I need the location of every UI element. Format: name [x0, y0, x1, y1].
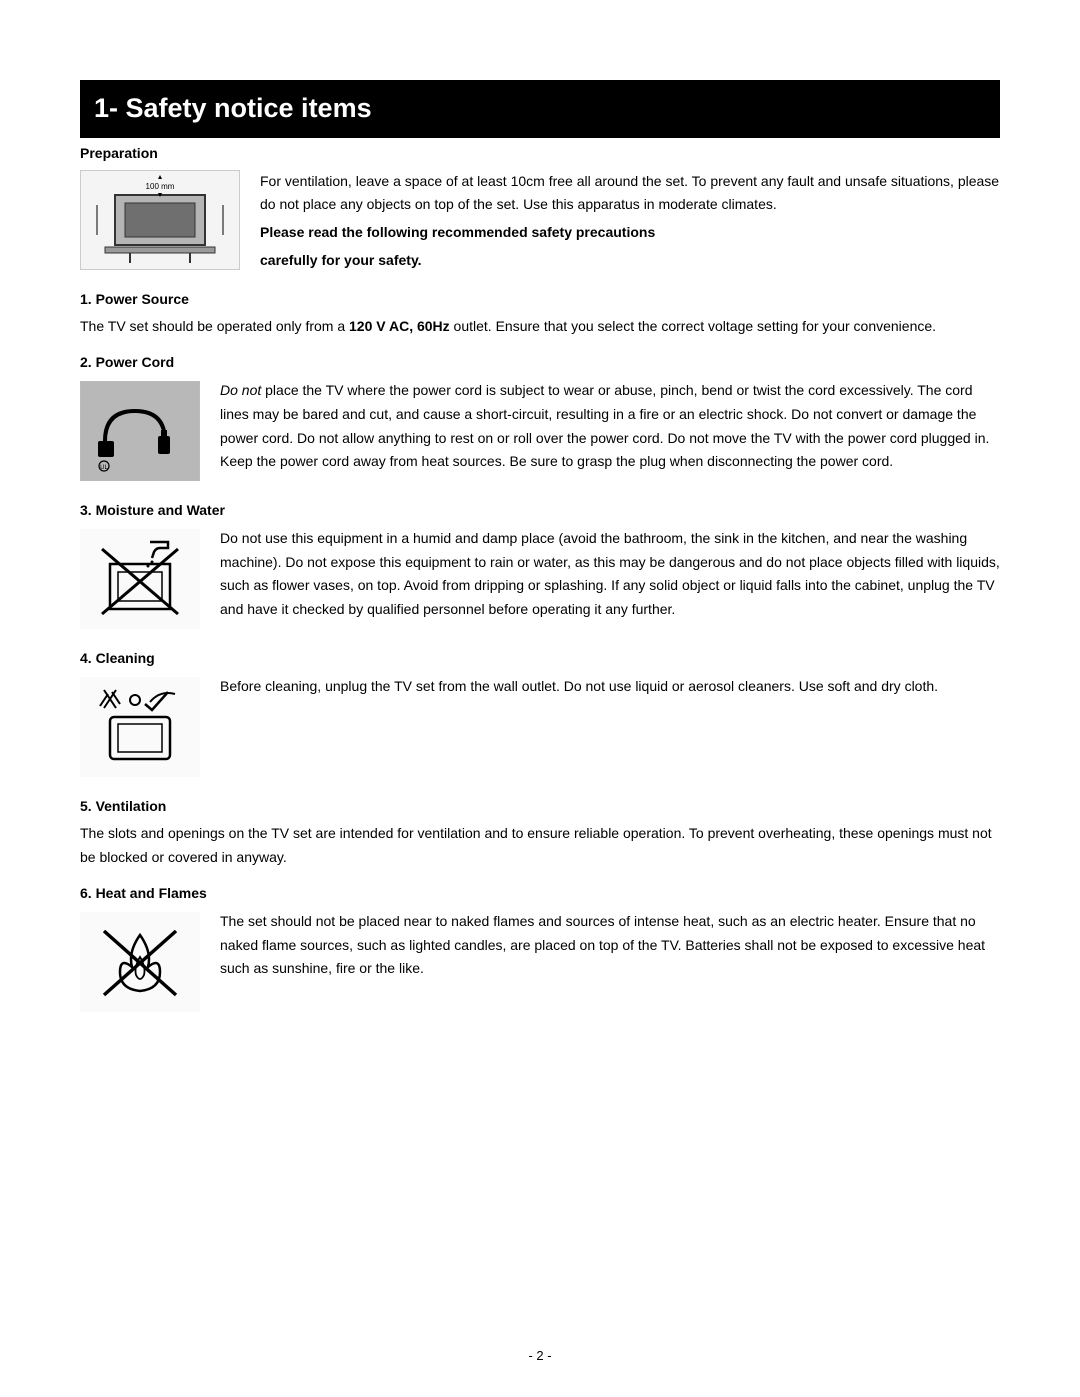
cleaning-icon — [80, 677, 200, 777]
preparation-row: 100 mm For ventilation, leave a space of… — [80, 168, 1000, 276]
preparation-tv-icon: 100 mm — [80, 170, 240, 270]
preparation-text: For ventilation, leave a space of at lea… — [260, 170, 1000, 218]
heat-flames-icon — [80, 912, 200, 1012]
preparation-bold-1: Please read the following recommended sa… — [260, 221, 1000, 245]
power-cord-italic: Do not — [220, 382, 261, 398]
page-header-bar: 1- Safety notice items — [80, 80, 1000, 138]
moisture-row: Do not use this equipment in a humid and… — [80, 527, 1000, 635]
svg-text:100 mm: 100 mm — [146, 182, 175, 191]
power-cord-icon: UL — [80, 381, 200, 481]
power-cord-text: Do not place the TV where the power cord… — [220, 379, 1000, 474]
preparation-label: Preparation — [80, 142, 1000, 166]
moisture-icon — [80, 529, 200, 629]
power-source-bold: 120 V AC, 60Hz — [349, 318, 450, 334]
power-source-post: outlet. Ensure that you select the corre… — [450, 318, 936, 334]
header-title: 1- Safety notice items — [94, 93, 372, 123]
heat-title: 6. Heat and Flames — [80, 882, 1000, 906]
cleaning-text: Before cleaning, unplug the TV set from … — [220, 675, 1000, 699]
moisture-title: 3. Moisture and Water — [80, 499, 1000, 523]
heat-row: The set should not be placed near to nak… — [80, 910, 1000, 1018]
preparation-bold-2: carefully for your safety. — [260, 249, 1000, 273]
page-number: - 2 - — [0, 1345, 1080, 1367]
cleaning-row: Before cleaning, unplug the TV set from … — [80, 675, 1000, 783]
moisture-text: Do not use this equipment in a humid and… — [220, 527, 1000, 622]
power-cord-body: place the TV where the power cord is sub… — [220, 382, 989, 469]
power-cord-row: UL Do not place the TV where the power c… — [80, 379, 1000, 487]
power-source-pre: The TV set should be operated only from … — [80, 318, 349, 334]
power-cord-title: 2. Power Cord — [80, 351, 1000, 375]
heat-text: The set should not be placed near to nak… — [220, 910, 1000, 981]
power-source-title: 1. Power Source — [80, 288, 1000, 312]
preparation-text-block: For ventilation, leave a space of at lea… — [260, 168, 1000, 273]
ventilation-title: 5. Ventilation — [80, 795, 1000, 819]
svg-text:UL: UL — [100, 465, 108, 471]
cleaning-title: 4. Cleaning — [80, 647, 1000, 671]
power-source-text: The TV set should be operated only from … — [80, 315, 1000, 339]
ventilation-text: The slots and openings on the TV set are… — [80, 822, 1000, 870]
